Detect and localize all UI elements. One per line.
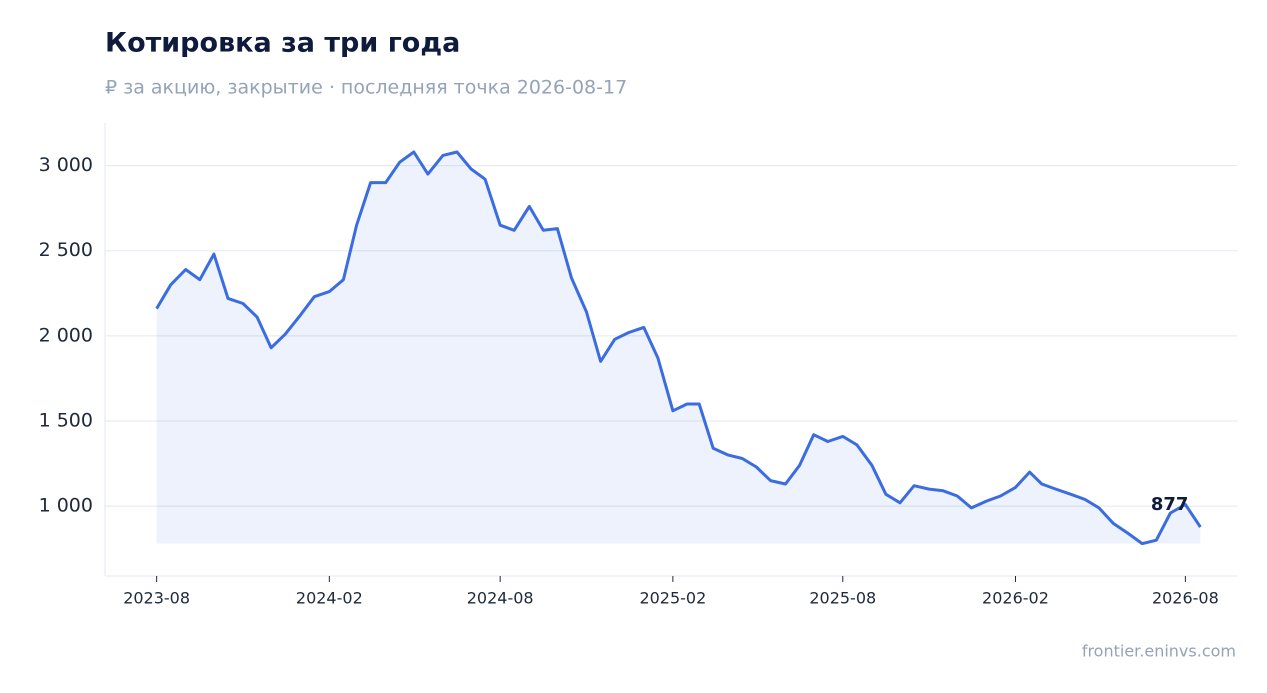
x-tick-label: 2024-08: [467, 589, 534, 608]
x-tick-label: 2023-08: [123, 589, 190, 608]
y-tick-label: 2 500: [39, 239, 93, 261]
x-tick-label: 2024-02: [296, 589, 363, 608]
x-tick-label: 2025-02: [639, 589, 706, 608]
x-tick-label: 2025-08: [809, 589, 876, 608]
chart-subtitle: ₽ за акцию, закрытие · последняя точка 2…: [105, 77, 627, 99]
y-tick-label: 2 000: [39, 324, 93, 346]
line: [155, 150, 1202, 546]
value-label: 877: [1151, 494, 1189, 515]
source: frontier.eninvs.com: [1082, 642, 1236, 661]
y-tick-label: 1 500: [39, 410, 93, 432]
x-tick-label: 2026-08: [1152, 589, 1219, 608]
y-tick-label: 1 000: [39, 495, 93, 517]
x-tick-label: 2026-02: [982, 589, 1049, 608]
chart-title: Котировка за три года: [105, 28, 460, 59]
y-tick-label: 3 000: [39, 154, 93, 176]
area: [156, 152, 1201, 544]
